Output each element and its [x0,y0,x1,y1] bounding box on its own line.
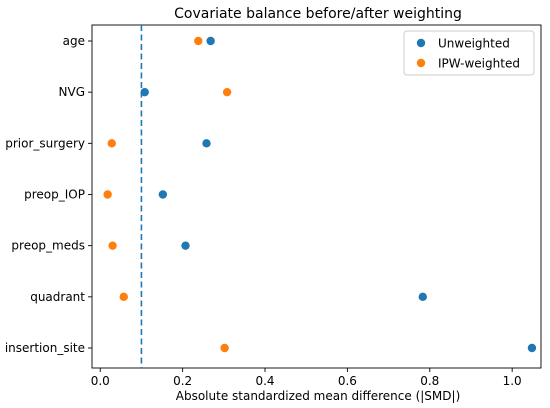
plot-area: 0.0 0.2 0.4 0.6 0.8 1.0 age NVG prior_surgerypre… [5,24,542,388]
x-axis-label: Absolute standardized mean difference (|… [176,389,461,403]
y-tick-label: preop_IOP [24,188,85,202]
legend-marker [416,58,426,68]
legend-frame [403,30,535,76]
x-tick-label: 0.6 [338,374,357,388]
data-point [181,241,190,250]
data-point [202,139,211,148]
y-tick-label: insertion_site [5,341,85,355]
data-point [158,190,168,199]
x-tick-label: 0.8 [420,374,439,388]
data-point [107,139,116,148]
legend: Unweighted IPW-weighted [403,30,535,76]
legend-label: IPW-weighted [438,57,520,71]
data-point [206,36,215,46]
data-point [194,36,203,46]
data-point [220,343,229,353]
data-point [103,190,112,199]
y-tick-label: preop_meds [11,239,85,253]
data-point [527,343,537,353]
data-point [418,292,427,302]
y-tick-label: quadrant [30,290,85,304]
x-tick-label: 0.4 [255,374,274,388]
data-point [222,87,232,97]
data-point [140,87,149,97]
y-tick-label: prior_surgery [5,136,85,150]
plot-frame [91,24,542,369]
data-point [108,241,117,250]
legend-label: Unweighted [438,37,510,51]
chart-title: Covariate balance before/after weighting [174,6,462,22]
x-tick-label: 0.0 [91,374,110,388]
legend-marker [416,38,426,48]
y-tick-label: age [63,34,85,48]
x-tick-label: 1.0 [503,374,522,388]
y-tick-label: NVG [59,85,85,99]
x-tick-label: 0.2 [173,374,192,388]
data-point [119,292,128,302]
